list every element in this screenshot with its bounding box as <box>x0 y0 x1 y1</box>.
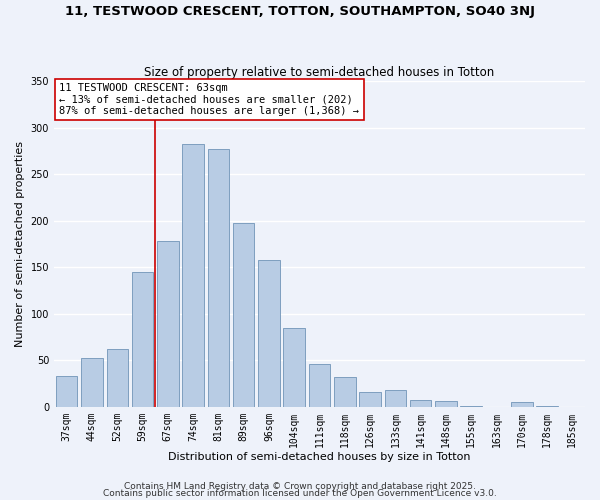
Bar <box>157 241 179 407</box>
Bar <box>511 402 533 407</box>
Bar <box>536 406 558 407</box>
Bar <box>410 400 431 407</box>
Bar <box>107 349 128 407</box>
Bar <box>359 392 381 407</box>
Bar <box>334 377 356 407</box>
Bar <box>460 406 482 407</box>
Bar <box>258 260 280 407</box>
Text: 11 TESTWOOD CRESCENT: 63sqm
← 13% of semi-detached houses are smaller (202)
87% : 11 TESTWOOD CRESCENT: 63sqm ← 13% of sem… <box>59 82 359 116</box>
Bar <box>309 364 330 407</box>
Bar <box>81 358 103 407</box>
Bar <box>56 376 77 407</box>
Bar <box>435 401 457 407</box>
Bar <box>233 224 254 407</box>
Text: Contains HM Land Registry data © Crown copyright and database right 2025.: Contains HM Land Registry data © Crown c… <box>124 482 476 491</box>
Bar <box>182 144 204 407</box>
Text: 11, TESTWOOD CRESCENT, TOTTON, SOUTHAMPTON, SO40 3NJ: 11, TESTWOOD CRESCENT, TOTTON, SOUTHAMPT… <box>65 5 535 18</box>
Bar <box>283 328 305 407</box>
Title: Size of property relative to semi-detached houses in Totton: Size of property relative to semi-detach… <box>145 66 494 78</box>
X-axis label: Distribution of semi-detached houses by size in Totton: Distribution of semi-detached houses by … <box>168 452 471 462</box>
Bar <box>385 390 406 407</box>
Bar <box>208 149 229 407</box>
Text: Contains public sector information licensed under the Open Government Licence v3: Contains public sector information licen… <box>103 489 497 498</box>
Y-axis label: Number of semi-detached properties: Number of semi-detached properties <box>15 141 25 347</box>
Bar <box>132 272 153 407</box>
